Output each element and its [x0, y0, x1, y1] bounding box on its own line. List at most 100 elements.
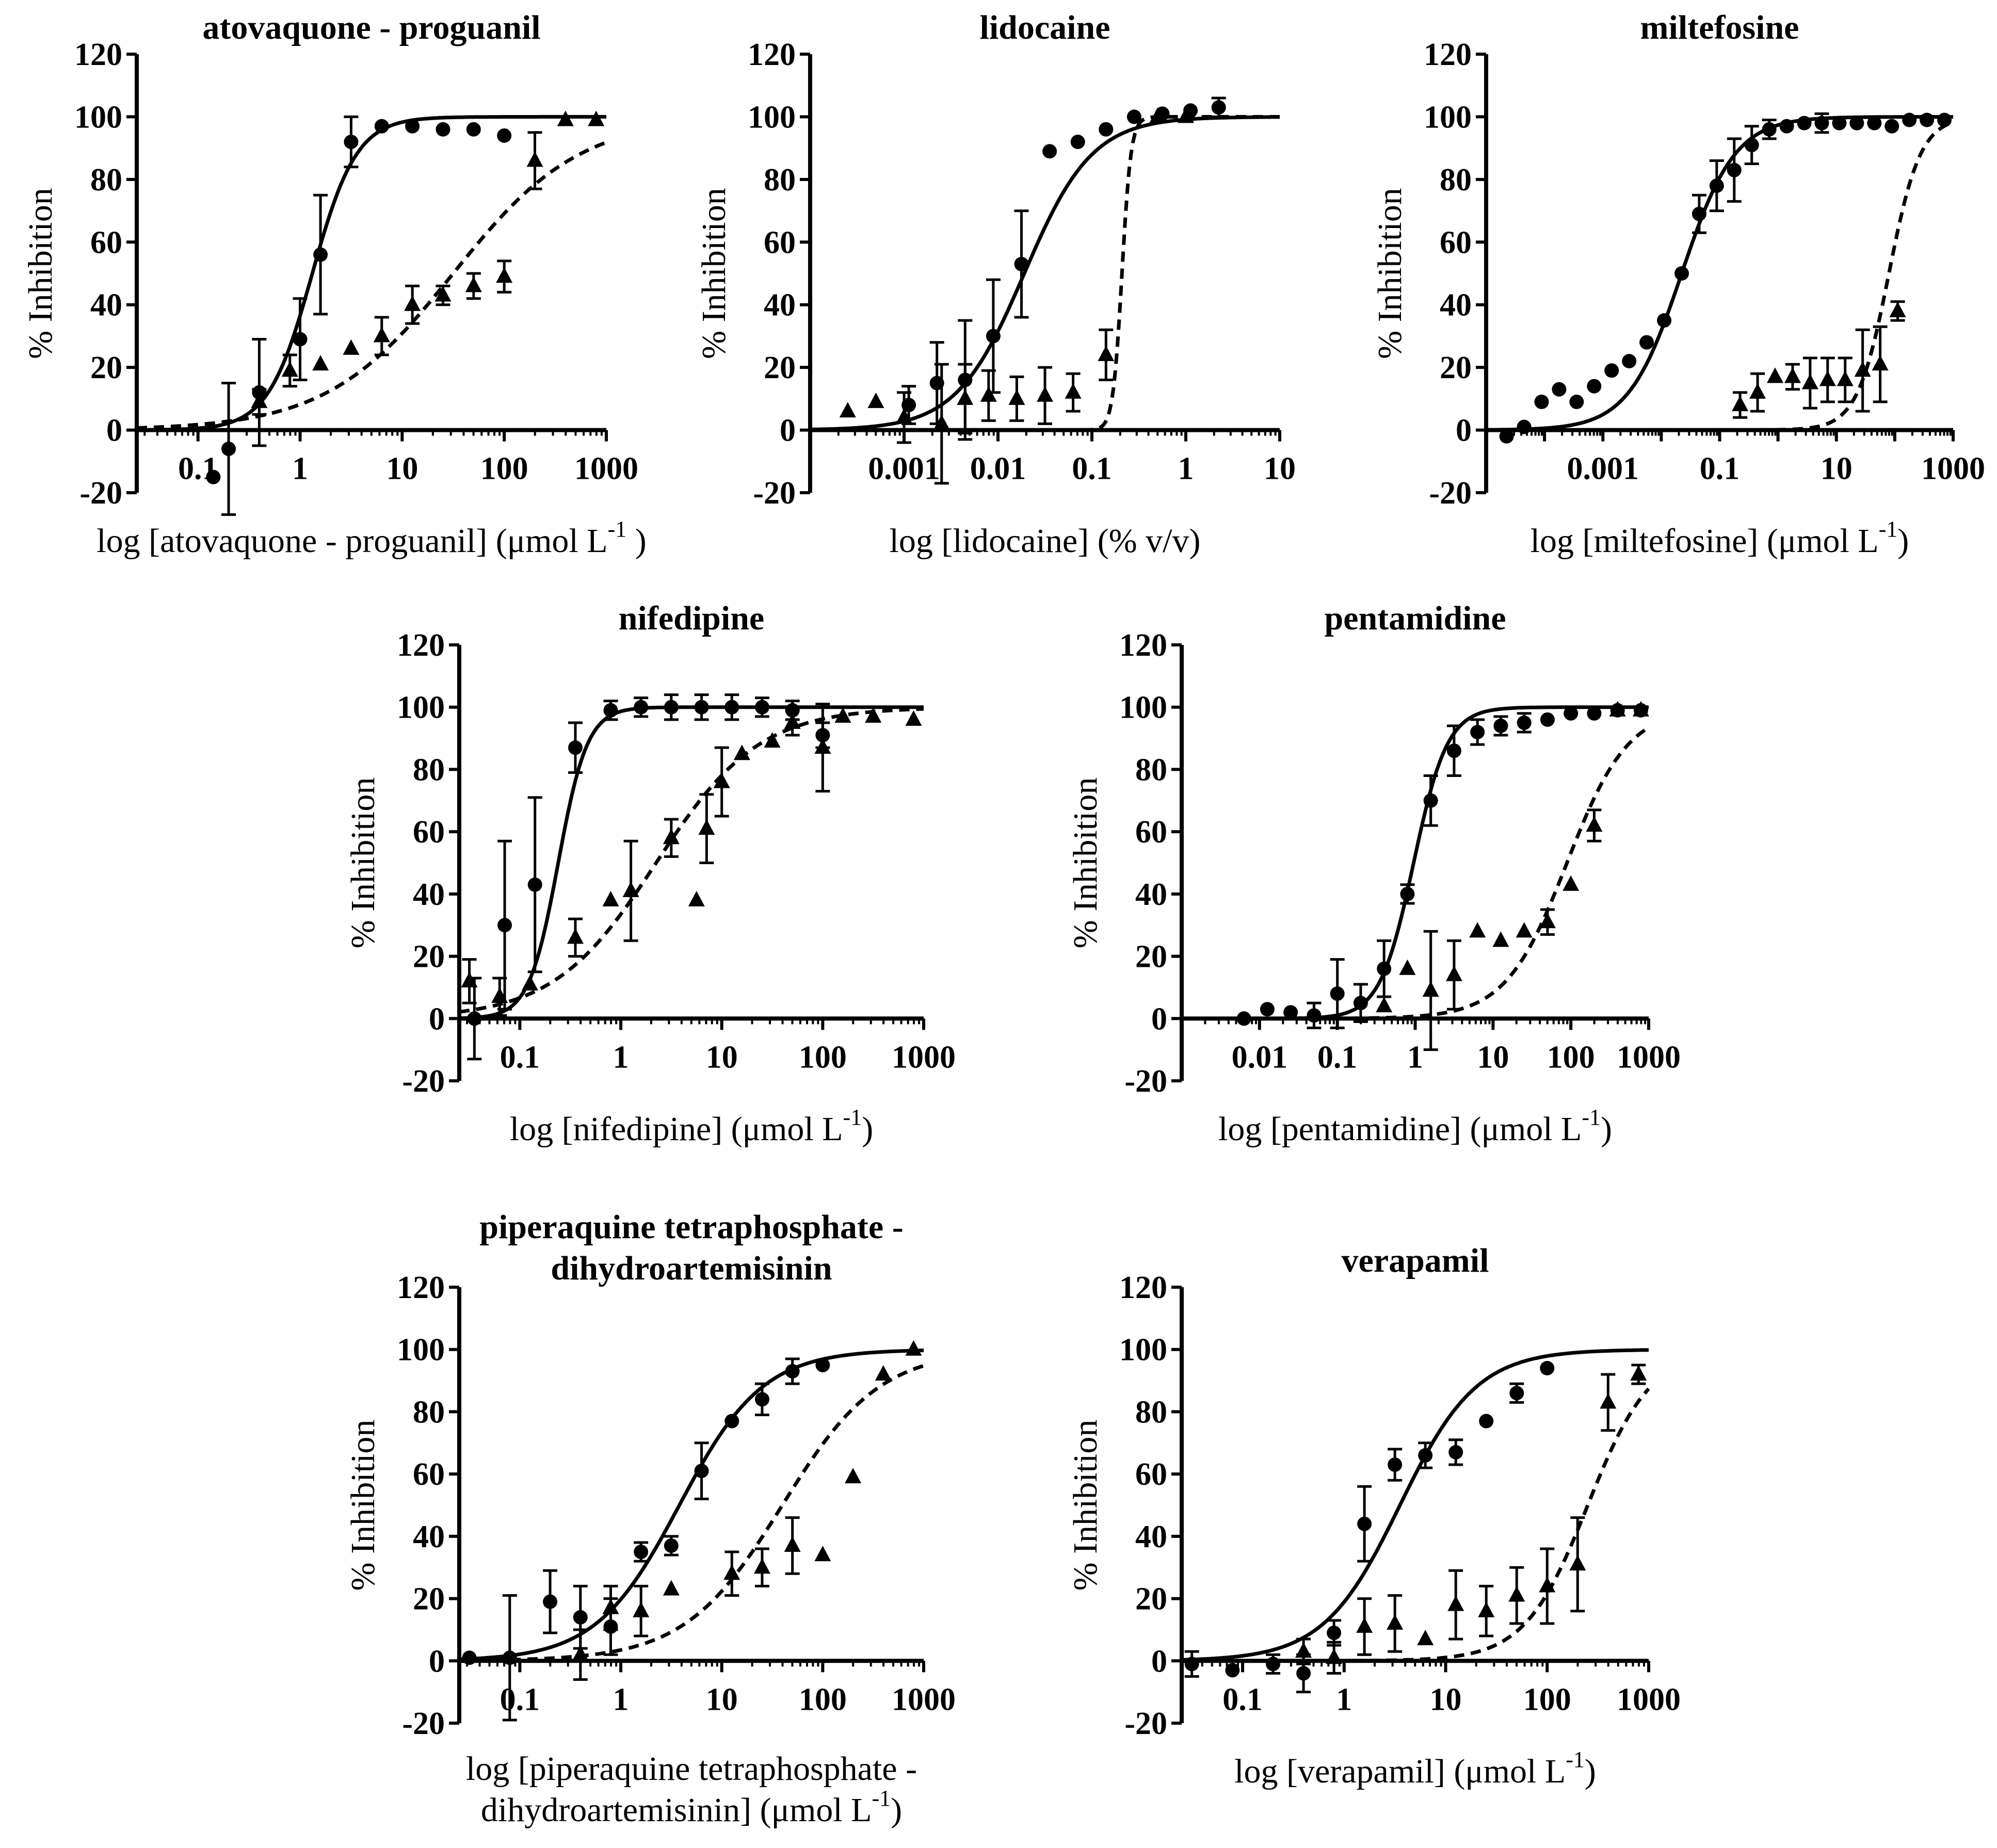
chart-panel-7: verapamil -20 0 20 40 60 80 100 120 % Inhibition 0… — [1067, 1242, 1681, 1790]
y-tick-label: 80 — [1440, 163, 1472, 198]
data-point-circle — [344, 135, 359, 149]
data-point-triangle — [1732, 396, 1749, 411]
data-point-circle — [634, 700, 649, 715]
data-point-circle — [603, 703, 618, 718]
x-axis-label-sup: -1 — [1566, 1747, 1585, 1772]
x-tick-label: 100 — [799, 1040, 847, 1075]
data-point-circle — [221, 442, 236, 456]
x-axis-label-end: ) — [891, 1791, 902, 1829]
data-point-circle — [1330, 986, 1345, 1001]
y-tick-label: -20 — [402, 1064, 445, 1099]
data-point-circle — [497, 918, 512, 933]
data-point-circle — [405, 119, 420, 134]
data-point-triangle — [1600, 1393, 1617, 1409]
x-axis-label-end: ) — [1897, 522, 1909, 560]
y-tick-label: 80 — [90, 163, 122, 198]
x-axis-label-main: log [lidocaine] (% v/v) — [890, 522, 1201, 560]
data-point-triangle — [723, 1564, 740, 1580]
data-point-triangle — [713, 772, 730, 788]
y-tick-label: -20 — [79, 476, 122, 511]
data-point-triangle — [1569, 1555, 1586, 1571]
y-tick-label: 120 — [397, 628, 445, 663]
data-point-circle — [1540, 1360, 1555, 1375]
data-point-circle — [664, 700, 679, 715]
data-point-circle — [1849, 116, 1864, 131]
x-axis-label-sup: -1 — [872, 1786, 891, 1811]
data-point-circle — [754, 700, 769, 715]
x-tick-label: 1 — [1336, 1682, 1352, 1717]
y-tick-label: 80 — [764, 163, 796, 198]
x-axis-label-sup: -1 — [843, 1105, 862, 1130]
x-axis-label-main: dihydroartemisinin] (μmol L — [481, 1791, 872, 1829]
x-axis-label-sup: -1 — [1582, 1105, 1601, 1130]
data-point-circle — [1674, 266, 1689, 281]
data-point-circle — [1126, 109, 1141, 124]
x-axis-label: log [atovaquone - proguanil] (μmol L-1 ) — [96, 516, 646, 560]
data-point-triangle — [1326, 1648, 1343, 1664]
y-tick-label: 0 — [106, 413, 122, 448]
x-axis-label-main: log [miltefosine] (μmol L — [1531, 522, 1879, 560]
data-point-triangle — [602, 890, 619, 906]
data-point-circle — [1418, 1448, 1433, 1463]
y-axis-label: % Inhibition — [344, 777, 382, 949]
data-point-triangle — [1854, 361, 1871, 377]
data-point-circle — [1622, 354, 1637, 368]
data-point-triangle — [1609, 701, 1626, 717]
x-axis-label-sup: -1 — [1879, 516, 1898, 542]
data-point-triangle — [1356, 1617, 1373, 1633]
data-point-circle — [1517, 715, 1532, 730]
data-point-circle — [1604, 363, 1619, 378]
y-tick-label: 40 — [90, 288, 122, 323]
y-tick-label: 100 — [1119, 690, 1167, 725]
data-point-circle — [634, 1545, 649, 1560]
data-point-triangle — [1586, 816, 1603, 832]
x-axis-label-sup: -1 — [608, 516, 627, 542]
x-axis-label: log [nifedipine] (μmol L-1) — [510, 1105, 873, 1148]
data-point-circle — [754, 1392, 769, 1407]
data-point-triangle — [1037, 386, 1053, 402]
x-tick-label: 0.001 — [1567, 451, 1639, 487]
data-point-circle — [785, 1364, 800, 1379]
data-point-circle — [1587, 379, 1602, 394]
y-tick-label: 60 — [1135, 1457, 1167, 1492]
data-point-circle — [1657, 313, 1672, 328]
x-axis-label-main: log [atovaquone - proguanil] (μmol L — [96, 522, 607, 560]
data-point-triangle — [343, 339, 360, 355]
fit-curve-triangles — [136, 140, 607, 430]
x-tick-label: 1000 — [1921, 451, 1985, 487]
data-point-circle — [206, 469, 221, 484]
data-point-triangle — [1819, 370, 1836, 386]
data-point-circle — [1296, 1666, 1311, 1681]
x-tick-label: 1000 — [1617, 1040, 1681, 1075]
x-axis-label-end: ) — [1585, 1753, 1596, 1790]
series-circles — [1486, 112, 1953, 444]
data-point-triangle — [1492, 931, 1509, 947]
data-point-circle — [1184, 1657, 1199, 1672]
data-point-triangle — [933, 414, 950, 430]
data-point-circle — [1762, 122, 1777, 137]
y-tick-label: 20 — [764, 350, 796, 385]
data-point-circle — [1727, 163, 1742, 177]
fit-curve-circles — [136, 115, 606, 432]
y-tick-label: 40 — [413, 1519, 445, 1554]
series-triangles — [459, 703, 924, 1017]
x-axis-label: log [verapamil] (μmol L-1) — [1234, 1747, 1596, 1790]
data-point-triangle — [1376, 997, 1393, 1013]
data-point-triangle — [784, 713, 801, 729]
data-point-circle — [573, 1610, 588, 1625]
data-point-circle — [502, 1650, 517, 1665]
data-point-circle — [1867, 116, 1882, 131]
x-tick-label: 100 — [480, 451, 528, 487]
data-point-triangle — [251, 392, 268, 408]
x-tick-label: 0.1 — [1317, 1040, 1358, 1075]
data-point-triangle — [1422, 981, 1439, 997]
data-point-circle — [293, 332, 308, 347]
data-point-triangle — [1098, 345, 1115, 361]
x-axis-label-end: ) — [862, 1110, 873, 1148]
x-tick-label: 10 — [706, 1682, 738, 1717]
y-tick-label: 120 — [1424, 37, 1472, 72]
data-point-circle — [1307, 1008, 1322, 1023]
data-point-triangle — [1872, 355, 1889, 371]
data-point-triangle — [688, 890, 705, 906]
data-point-circle — [1353, 996, 1368, 1011]
